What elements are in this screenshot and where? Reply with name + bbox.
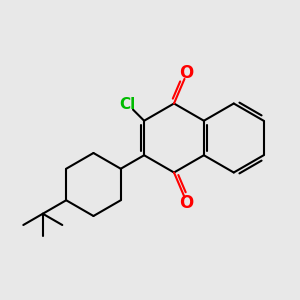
Text: Cl: Cl xyxy=(119,97,136,112)
Text: O: O xyxy=(179,64,193,82)
Text: O: O xyxy=(179,194,193,212)
